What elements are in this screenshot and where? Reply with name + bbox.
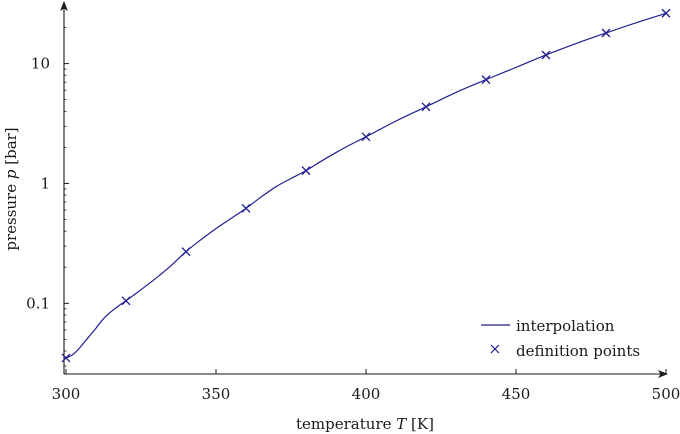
definition-point-marker bbox=[481, 75, 491, 85]
x-tick-label: 350 bbox=[202, 385, 231, 403]
x-axis-label-post: [K] bbox=[406, 415, 434, 433]
x-tick-label: 450 bbox=[502, 385, 531, 403]
definition-point-marker bbox=[421, 102, 431, 112]
definition-point-marker bbox=[301, 166, 311, 176]
x-axis-label-pre: temperature bbox=[296, 415, 396, 433]
legend-label-interpolation: interpolation bbox=[516, 317, 615, 335]
x-tick-label: 400 bbox=[352, 385, 381, 403]
y-axis-label-var: p bbox=[2, 169, 20, 179]
definition-point-marker bbox=[661, 8, 671, 18]
legend-marker-swatch bbox=[490, 344, 500, 354]
x-tick-label: 300 bbox=[52, 385, 81, 403]
y-tick-label: 10 bbox=[31, 55, 50, 73]
y-axis-label: pressure p [bar] bbox=[2, 127, 20, 250]
definition-point-marker bbox=[361, 132, 371, 142]
x-ticks: 300 350 400 450 500 bbox=[52, 369, 680, 403]
series-line-interpolation bbox=[65, 12, 667, 359]
x-tick-label: 500 bbox=[652, 385, 680, 403]
x-axis-label: temperature T [K] bbox=[296, 415, 434, 433]
definition-point-marker bbox=[61, 353, 71, 363]
y-ticks: 0.1 1 10 bbox=[26, 27, 69, 367]
definition-point-marker bbox=[121, 296, 131, 306]
y-axis-label-pre: pressure bbox=[2, 179, 20, 251]
y-tick-label: 0.1 bbox=[26, 294, 50, 312]
legend-label-definition-points: definition points bbox=[516, 342, 640, 360]
x-axis-label-var: T bbox=[396, 415, 407, 433]
definition-point-marker bbox=[181, 247, 191, 257]
y-tick-label: 1 bbox=[40, 174, 50, 192]
definition-point-marker bbox=[601, 28, 611, 38]
definition-point-marker bbox=[241, 203, 251, 213]
legend: interpolation definition points bbox=[481, 317, 640, 360]
y-axis-label-post: [bar] bbox=[2, 127, 20, 169]
series-markers-definition-points bbox=[61, 8, 671, 363]
definition-point-marker bbox=[541, 50, 551, 60]
